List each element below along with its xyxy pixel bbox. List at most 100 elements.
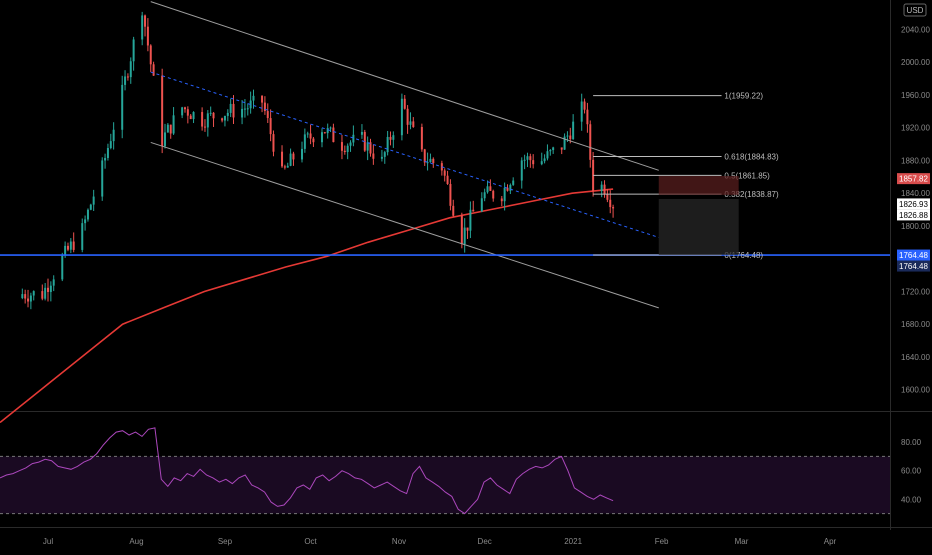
- candle-body: [126, 76, 129, 78]
- candle-body: [552, 147, 555, 151]
- candle-body: [72, 241, 75, 250]
- candle-body: [469, 209, 472, 231]
- candle-body: [332, 127, 335, 143]
- candle-body: [420, 127, 423, 150]
- candle-body: [286, 165, 289, 168]
- candle-body: [249, 100, 252, 109]
- candle-body: [124, 76, 127, 85]
- price-axis-marker: [897, 249, 930, 261]
- candle-body: [52, 279, 55, 286]
- currency-label: USD: [907, 6, 924, 15]
- candle-body: [520, 160, 523, 181]
- candle-body: [380, 156, 383, 159]
- candle-body: [369, 142, 372, 154]
- candle-body: [209, 112, 212, 114]
- candle-body: [24, 294, 27, 299]
- candle-body: [141, 15, 144, 40]
- price-axis-marker-label: 1826.93: [899, 200, 928, 209]
- candle-body: [466, 227, 469, 231]
- time-tick-label: Nov: [392, 537, 406, 546]
- candle-body: [306, 133, 309, 135]
- price-pane[interactable]: [0, 0, 890, 411]
- target-zone[interactable]: [658, 198, 739, 256]
- rsi-tick-label: 40.00: [901, 495, 922, 504]
- channel-upper-line[interactable]: [150, 1, 659, 171]
- candle-body: [266, 111, 269, 119]
- candle-body: [323, 132, 326, 134]
- candle-body: [166, 124, 169, 133]
- candle-body: [21, 294, 24, 299]
- candle-body: [221, 118, 224, 121]
- candle-body: [152, 64, 155, 76]
- candle-body: [609, 199, 612, 208]
- candle-body: [569, 135, 572, 140]
- candle-body: [386, 136, 389, 153]
- candle-body: [146, 26, 149, 46]
- candle-body: [132, 39, 135, 62]
- candle-body: [283, 166, 286, 168]
- candle-body: [106, 148, 109, 158]
- candle-body: [343, 150, 346, 152]
- price-tick-label: 2040.00: [901, 25, 930, 34]
- candle-body: [449, 184, 452, 206]
- candle-body: [320, 132, 323, 143]
- candle-body: [89, 204, 92, 210]
- candle-body: [27, 298, 30, 302]
- candle-body: [409, 121, 412, 125]
- candle-body: [549, 150, 552, 152]
- candle-body: [44, 287, 47, 299]
- currency-badge[interactable]: USD: [903, 3, 927, 17]
- stop-loss-zone[interactable]: [658, 176, 739, 195]
- time-tick-label: Sep: [218, 537, 233, 546]
- candle-body: [243, 108, 246, 110]
- fib-level-label: 1(1959.22): [724, 92, 763, 101]
- rsi-line: [0, 427, 614, 515]
- candle-body: [540, 161, 543, 165]
- candle-body: [206, 113, 209, 128]
- candle-body: [400, 98, 403, 136]
- candle-body: [212, 112, 215, 119]
- candle-body: [149, 45, 152, 65]
- candle-body: [600, 184, 603, 191]
- candle-body: [47, 287, 49, 292]
- candle-body: [532, 160, 535, 165]
- candle-body: [506, 187, 509, 191]
- candle-body: [486, 186, 489, 193]
- price-axis-marker: [897, 198, 930, 210]
- candle-body: [66, 245, 69, 250]
- candle-body: [241, 108, 244, 118]
- candle-body: [563, 136, 566, 150]
- candle-body: [203, 126, 206, 128]
- candle-body: [272, 134, 275, 152]
- candle-body: [392, 135, 395, 140]
- channel-lower-line[interactable]: [150, 141, 659, 309]
- rsi-band: [0, 456, 890, 514]
- candle-body: [572, 121, 575, 140]
- candle-body: [583, 101, 586, 110]
- candle-body: [69, 241, 72, 250]
- candle-body: [566, 135, 569, 137]
- candle-body: [529, 156, 532, 161]
- candle-body: [189, 115, 192, 120]
- candle-body: [452, 205, 455, 216]
- candle-body: [86, 209, 89, 220]
- candle-body: [263, 102, 266, 112]
- candle-body: [246, 108, 249, 110]
- rsi-tick-label: 80.00: [901, 438, 922, 447]
- fib-level-label: 0.5(1861.85): [724, 171, 770, 180]
- candle-body: [606, 194, 609, 200]
- price-tick-label: 1600.00: [901, 386, 930, 395]
- channel-median-line[interactable]: [150, 71, 659, 238]
- candle-body: [383, 152, 386, 157]
- candle-body: [183, 107, 186, 110]
- price-tick-label: 1720.00: [901, 287, 930, 296]
- fib-level-label: 0.382(1838.87): [724, 190, 779, 199]
- price-tick-label: 2000.00: [901, 58, 930, 67]
- candle-body: [303, 134, 306, 149]
- candle-body: [281, 151, 284, 167]
- candle-body: [360, 131, 363, 135]
- candle-body: [346, 145, 349, 152]
- candle-body: [81, 223, 84, 250]
- candle-body: [161, 75, 164, 147]
